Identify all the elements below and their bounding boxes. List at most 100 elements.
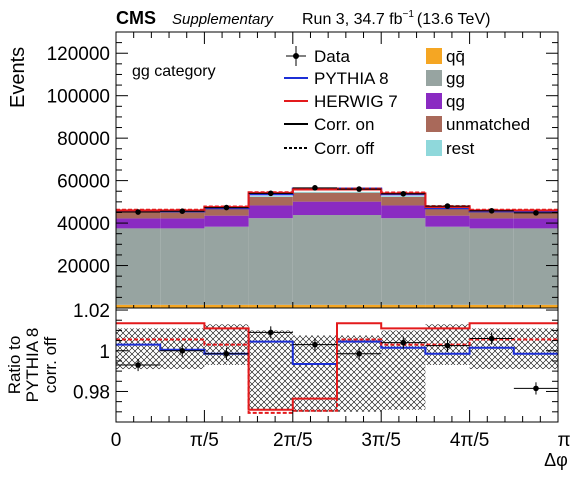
legend-label-pythia: PYTHIA 8 (314, 69, 389, 88)
uncertainty-band (116, 324, 559, 412)
ratio-point (533, 385, 539, 392)
stack-bar-rest (248, 196, 293, 197)
ratio-y-label-line: Ratio to (5, 336, 24, 395)
legend-label-qqbar: qq̄ (446, 47, 465, 66)
stack-bar-qqbar (381, 304, 426, 308)
legend-label-gg: gg (446, 69, 465, 88)
stacked-histogram (116, 191, 559, 308)
ratio-point (400, 339, 407, 346)
legend-label-rest: rest (446, 139, 475, 158)
ratio-line-herwig-dashed (116, 338, 559, 414)
data-point (533, 210, 539, 216)
stack-bar-qg (469, 218, 514, 229)
legend-label-data: Data (314, 47, 350, 66)
stack-bar-qqbar (160, 304, 205, 308)
ratio-panel: 0.98 1 1.02 Ratio to PYTHIA 8 corr. off (5, 301, 559, 423)
legend-label-herwig: HERWIG 7 (314, 92, 398, 111)
stack-bar-unmatched (160, 212, 205, 219)
stack-bar-qg (116, 218, 161, 229)
x-tick-label: 2π/5 (273, 430, 313, 451)
cms-label: CMS (116, 8, 156, 28)
data-points (115, 185, 559, 216)
stack-bar-qg (160, 218, 205, 229)
supplementary-label: Supplementary (172, 11, 274, 28)
ratio-y-tick-label: 0.98 (73, 382, 110, 403)
legend-swatch-qqbar (426, 48, 442, 64)
stack-bar-qg (381, 205, 426, 219)
legend-swatch-gg (426, 70, 442, 86)
stack-bar-gg (513, 228, 559, 305)
legend-data-marker (293, 53, 299, 59)
run-lumi-label: Run 3, 34.7 fb−1 (13.6 TeV) (302, 9, 490, 28)
y-tick-label: 40000 (57, 214, 110, 235)
stack-bar-qqbar (425, 304, 470, 308)
ratio-y-label-line: corr. off (41, 337, 60, 394)
legend-swatch-rest (426, 140, 442, 156)
ratio-point (179, 347, 186, 354)
stack-bar-qqbar (116, 304, 161, 308)
ratio-data-points (115, 326, 559, 395)
stack-bar-unmatched (425, 208, 470, 216)
x-axis-label: Δφ (544, 450, 568, 470)
stack-bar-rest (337, 191, 382, 193)
y-tick-label: 100000 (47, 87, 110, 108)
y-tick-label: 60000 (57, 172, 110, 193)
legend-label-qg: qg (446, 92, 465, 111)
ratio-point (488, 335, 495, 342)
stack-bar-qg (292, 201, 338, 216)
category-label: gg category (132, 63, 216, 80)
y-tick-label: 80000 (57, 129, 110, 150)
ratio-point (267, 329, 274, 336)
stack-bar-gg (337, 215, 382, 305)
y-tick-label: 20000 (57, 257, 110, 278)
stack-bar-qg (204, 215, 249, 227)
ratio-point (223, 351, 230, 357)
ratio-point (444, 342, 451, 349)
stack-bar-qg (337, 201, 382, 216)
stack-bar-unmatched (248, 196, 293, 206)
stack-bar-qqbar (337, 304, 382, 308)
stack-bar-unmatched (469, 212, 514, 219)
data-point (356, 186, 362, 192)
stack-bar-gg (204, 226, 249, 305)
stack-bar-qqbar (204, 304, 249, 308)
x-tick-label: 0 (111, 430, 122, 451)
data-point (400, 190, 407, 197)
data-point (444, 203, 451, 209)
stack-bar-qqbar (292, 304, 338, 308)
stack-bar-gg (469, 228, 514, 305)
data-point (267, 190, 274, 197)
stack-bar-qg (425, 215, 470, 227)
y-axis-label: Events (7, 47, 29, 108)
x-axis: 0 π/5 2π/5 3π/5 4π/5 π (111, 32, 571, 451)
stack-bar-unmatched (204, 208, 249, 216)
stack-bar-unmatched (337, 192, 382, 202)
ratio-y-tick-label: 1 (99, 342, 110, 363)
ratio-lines (116, 322, 559, 414)
stack-bar-qqbar (513, 304, 559, 308)
stack-bar-qg (513, 218, 559, 229)
stack-bar-qqbar (469, 304, 514, 308)
stack-bar-unmatched (116, 212, 161, 219)
legend-label-corr_off: Corr. off (314, 139, 374, 158)
x-tick-label: 3π/5 (361, 430, 401, 451)
uncertainty-bin (513, 328, 559, 370)
ratio-y-tick-label: 1.02 (73, 301, 110, 322)
ratio-point (356, 351, 362, 357)
data-point (223, 204, 230, 211)
ratio-y-ticks: 0.98 1 1.02 (73, 301, 558, 423)
legend-label-corr_on: Corr. on (314, 115, 374, 134)
legend: Data PYTHIA 8 HERWIG 7 Corr. on Corr. off qq̄… (284, 46, 530, 158)
run-lumi-text: Run 3, 34.7 fb (302, 11, 403, 28)
x-tick-label: 4π/5 (450, 430, 490, 451)
data-point (135, 209, 141, 215)
stack-bar-gg (425, 226, 470, 305)
x-tick-label: π/5 (190, 430, 219, 451)
stack-bar-unmatched (292, 192, 338, 202)
ratio-y-label-line: PYTHIA 8 (23, 328, 42, 403)
x-tick-label: π (557, 430, 570, 451)
energy-label: (13.6 TeV) (417, 11, 491, 28)
data-point (488, 207, 495, 214)
